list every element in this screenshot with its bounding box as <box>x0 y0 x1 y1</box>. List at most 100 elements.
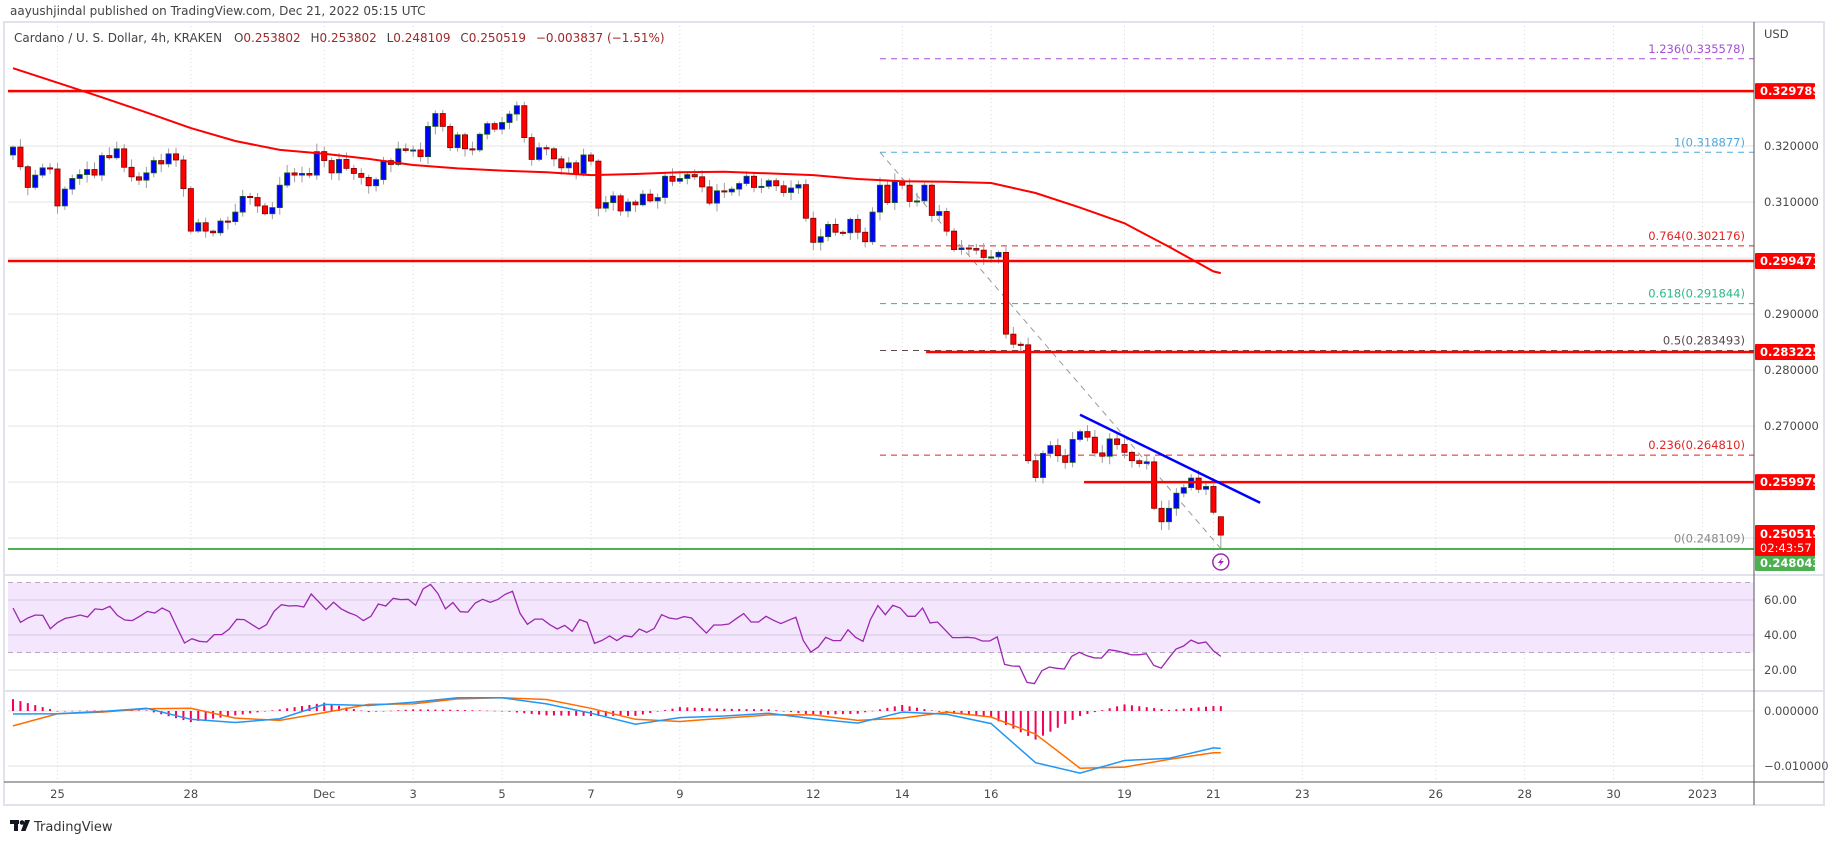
fib-level-label: 1.236(0.335578) <box>1648 42 1745 56</box>
macd-histogram-bar <box>619 711 622 716</box>
macd-histogram-bar <box>864 711 867 713</box>
macd-histogram-bar <box>41 707 44 711</box>
candle-up <box>795 184 802 189</box>
macd-histogram-bar <box>404 709 407 711</box>
macd-tick-label: −0.010000 <box>1764 759 1829 773</box>
candle-down <box>24 166 31 188</box>
macd-histogram-bar <box>100 710 103 711</box>
macd-histogram-bar <box>397 710 400 711</box>
macd-histogram-bar <box>923 709 926 711</box>
candle-down <box>1136 460 1143 464</box>
time-axis[interactable]: 25 28 Dec 3 5 7 9 12 14 16 19 21 23 26 28 30 2023 <box>50 787 1717 801</box>
candle-up <box>113 148 120 159</box>
candle-down <box>573 162 580 174</box>
macd-histogram-bar <box>441 709 444 711</box>
candle-down <box>321 151 328 161</box>
macd-histogram-bar <box>152 711 155 713</box>
candle-down <box>1062 455 1069 463</box>
macd-histogram-bar <box>249 711 252 714</box>
fib-level-label: 0.236(0.264810) <box>1648 438 1745 452</box>
macd-histogram-bar <box>582 711 585 716</box>
candle-down <box>1217 516 1224 536</box>
macd-histogram-bar <box>93 710 96 712</box>
candle-up <box>1143 461 1150 464</box>
macd-histogram-bar <box>226 711 229 717</box>
macd-histogram-bar <box>78 710 81 712</box>
candle-down <box>173 153 180 161</box>
price-tick-label: 0.290000 <box>1764 307 1819 321</box>
macd-histogram-bar <box>1093 711 1096 713</box>
candle-down <box>854 218 861 233</box>
macd-histogram-bar <box>664 710 667 711</box>
macd-histogram-bar <box>715 708 718 711</box>
macd-histogram-bar <box>1212 706 1215 711</box>
macd-histogram-bar <box>34 705 37 711</box>
grid <box>8 22 1754 782</box>
high-value: 0.253802 <box>320 31 377 45</box>
candle-down <box>1121 444 1128 453</box>
macd-histogram-bar <box>1197 707 1200 711</box>
candle-up <box>662 175 669 198</box>
macd-histogram-bar <box>1167 709 1170 711</box>
tradingview-logo[interactable]: TradingView <box>10 820 113 835</box>
candle-up <box>1180 487 1187 494</box>
macd-histogram-bar <box>486 710 489 712</box>
candle-up <box>165 153 172 165</box>
macd-histogram-bar <box>1071 711 1074 720</box>
candle-down <box>802 184 809 219</box>
support-price-label-box <box>1755 555 1815 571</box>
macd-histogram-bar <box>1116 706 1119 711</box>
support-price-label: 0.248043 <box>1760 556 1820 570</box>
macd-histogram-bar <box>1079 711 1082 716</box>
date-tick-label: 7 <box>587 787 594 801</box>
candle-down <box>691 174 698 178</box>
candle-down <box>1151 461 1158 509</box>
rsi-pane[interactable] <box>8 582 1754 685</box>
candle-down <box>121 148 128 168</box>
macd-pane[interactable] <box>8 697 1754 774</box>
candle-down <box>558 158 565 169</box>
resistance-price-label-box <box>1755 252 1815 269</box>
candle-up <box>654 197 661 202</box>
symbol-legend[interactable]: Cardano / U. S. Dollar, 4h, KRAKEN O0.25… <box>14 31 665 45</box>
macd-histogram-bar <box>308 704 311 711</box>
macd-histogram-bar <box>419 709 422 711</box>
candle-up <box>336 159 343 174</box>
macd-histogram-bar <box>145 710 148 711</box>
date-tick-label: Dec <box>313 787 335 801</box>
candle-down <box>1195 477 1202 490</box>
candle-down <box>810 217 817 243</box>
macd-histogram-bar <box>552 711 555 716</box>
candle-up <box>1077 431 1084 440</box>
resistance-price-label: 0.329789 <box>1760 84 1820 98</box>
candle-up <box>728 188 735 193</box>
price-tick-label: 0.310000 <box>1764 195 1819 209</box>
macd-histogram-bar <box>263 711 266 712</box>
macd-histogram-bar <box>86 710 89 712</box>
macd-histogram-bar <box>352 708 355 711</box>
candle-down <box>135 176 142 181</box>
candle-up <box>743 175 750 184</box>
candle-down <box>54 168 61 207</box>
candle-down <box>17 146 24 168</box>
moving-average-line <box>12 67 1222 275</box>
candles[interactable] <box>9 101 1224 549</box>
candle-down <box>965 247 972 250</box>
macd-histogram-bar <box>234 711 237 716</box>
macd-histogram-bar <box>908 706 911 711</box>
macd-histogram-bar <box>1145 707 1148 711</box>
candle-up <box>995 251 1002 258</box>
resistance-price-label: 0.283225 <box>1760 345 1820 359</box>
candle-up <box>484 123 491 135</box>
macd-histogram-bar <box>1086 711 1089 715</box>
macd-histogram-bar <box>426 709 429 711</box>
open-label: O <box>234 31 243 45</box>
candle-up <box>269 207 276 215</box>
macd-histogram-bar <box>1130 705 1133 711</box>
price-axis[interactable]: 0.320000 0.310000 0.290000 0.280000 0.270000… <box>1755 83 1829 773</box>
macd-histogram-bar <box>693 707 696 711</box>
macd-histogram-bar <box>501 711 504 712</box>
candle-up <box>676 178 683 182</box>
candle-down <box>587 154 594 162</box>
